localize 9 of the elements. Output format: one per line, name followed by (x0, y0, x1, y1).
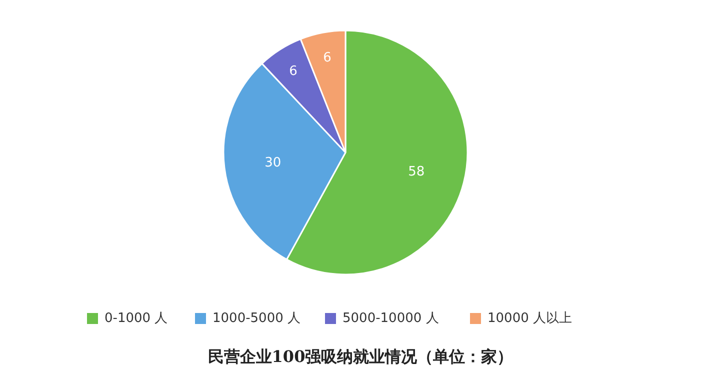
legend-label: 10000 人以上 (488, 311, 572, 326)
legend-label: 5000-10000 人 (342, 311, 439, 326)
data-label: 6 (289, 64, 298, 80)
text: 民营企业100强吸纳就业情况（单位：家） (208, 347, 514, 366)
legend-label: 0-1000 人 (104, 311, 168, 326)
data-label: 58 (408, 164, 425, 180)
data-label: 6 (323, 50, 332, 66)
data-label: 30 (264, 156, 282, 171)
legend-label: 1000-5000 人 (212, 311, 300, 326)
